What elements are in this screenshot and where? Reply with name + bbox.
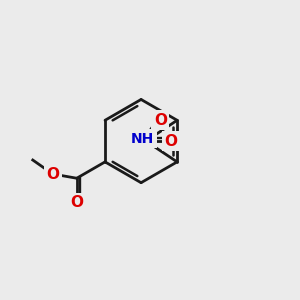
Text: O: O — [70, 195, 83, 210]
Text: O: O — [154, 113, 167, 128]
Text: O: O — [165, 134, 178, 148]
Text: S: S — [140, 134, 152, 148]
Text: O: O — [46, 167, 59, 182]
Text: NH: NH — [131, 132, 154, 146]
